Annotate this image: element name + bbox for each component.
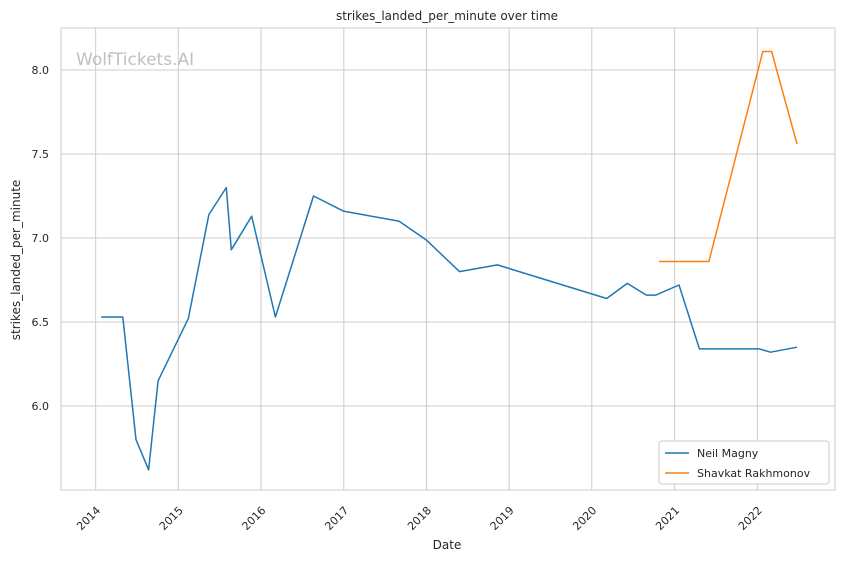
legend: Neil Magny Shavkat Rakhmonov	[658, 440, 830, 485]
legend-box	[658, 440, 830, 485]
watermark-text: WolfTickets.AI	[76, 50, 194, 70]
series-line-0	[101, 186, 798, 471]
y-axis-label: strikes_landed_per_minute	[9, 180, 23, 341]
y-axis-ticks: 6.0 6.5 7.0 7.5 8.0	[32, 64, 50, 413]
x-gridlines	[95, 28, 758, 490]
y-tick-label: 8.0	[32, 64, 50, 77]
y-tick-label: 7.5	[32, 148, 50, 161]
y-tick-label: 6.0	[32, 400, 50, 413]
legend-label-0: Neil Magny	[697, 447, 759, 460]
x-axis-label: Date	[433, 538, 462, 552]
series-lines	[101, 50, 798, 471]
y-gridlines	[61, 69, 835, 407]
series-line-1	[659, 50, 798, 263]
y-tick-label: 6.5	[32, 316, 50, 329]
plot-background	[60, 27, 836, 491]
y-tick-label: 7.0	[32, 232, 50, 245]
chart-title: strikes_landed_per_minute over time	[336, 9, 558, 23]
legend-label-1: Shavkat Rakhmonov	[697, 467, 811, 480]
plot-area: WolfTickets.AI	[60, 27, 836, 491]
